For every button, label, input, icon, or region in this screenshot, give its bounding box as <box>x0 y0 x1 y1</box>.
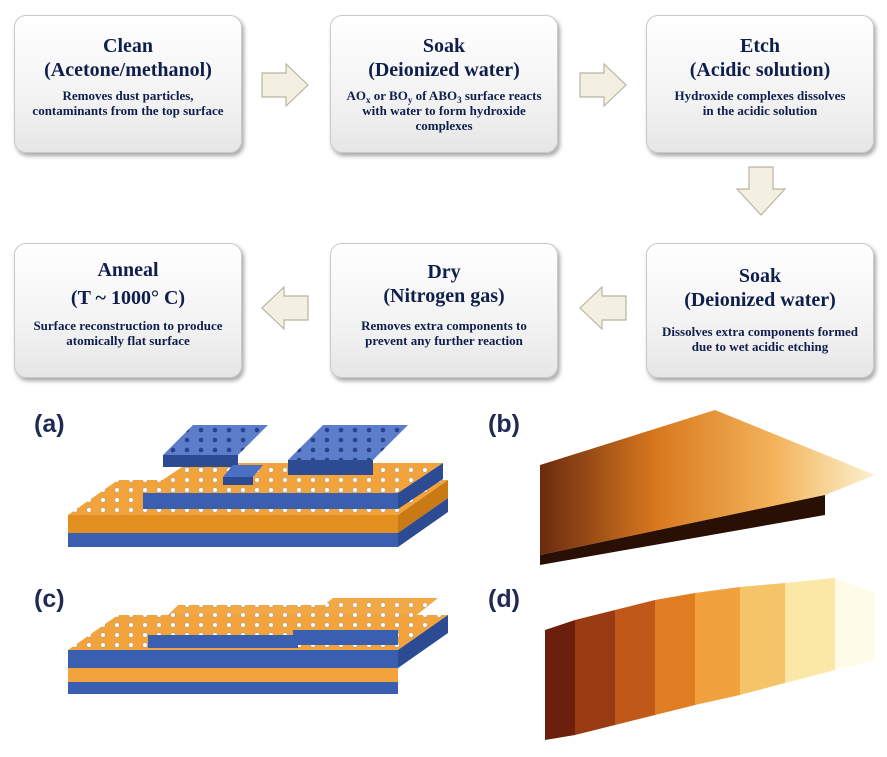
panel-label-b: (b) <box>488 410 520 438</box>
step-dry: Dry (Nitrogen gas) Removes extra compone… <box>330 243 558 378</box>
step-etch-title: Etch <box>740 35 780 57</box>
step-clean-subtitle: (Acetone/methanol) <box>44 59 212 81</box>
arrow-left-icon <box>261 285 309 331</box>
afm-surface-rough-b <box>540 410 875 565</box>
step-soak-2-desc: Dissolves extra components formed due to… <box>661 324 859 354</box>
step-soak-1: Soak (Deionized water) AOx or BOy of ABO… <box>330 15 558 153</box>
panel-label-a: (a) <box>34 410 65 438</box>
step-anneal: Anneal (T ~ 1000° C) Surface reconstruct… <box>14 243 242 378</box>
step-anneal-title: Anneal <box>97 259 159 281</box>
step-clean-title: Clean <box>103 35 153 57</box>
step-soak-2-title: Soak <box>738 265 782 287</box>
step-clean: Clean (Acetone/methanol) Removes dust pa… <box>14 15 242 153</box>
step-dry-subtitle: (Nitrogen gas) <box>383 285 505 307</box>
arrow-right-icon <box>579 62 627 108</box>
arrow-down-icon <box>735 166 787 216</box>
step-soak-1-subtitle: (Deionized water) <box>368 59 520 81</box>
panel-label-d: (d) <box>488 585 520 613</box>
lattice-illustration-c <box>68 598 448 694</box>
step-soak-1-title: Soak <box>422 35 466 57</box>
step-dry-title: Dry <box>427 261 461 283</box>
step-soak-2-subtitle: (Deionized water) <box>684 289 836 311</box>
step-soak-2: Soak (Deionized water) Dissolves extra c… <box>646 243 874 378</box>
panel-label-c: (c) <box>34 585 65 613</box>
step-anneal-subtitle: (T ~ 1000° C) <box>70 287 186 309</box>
step-dry-desc: Removes extra components to prevent any … <box>361 318 527 348</box>
step-etch: Etch (Acidic solution) Hydroxide complex… <box>646 15 874 153</box>
step-clean-desc: Removes dust particles, contaminants fro… <box>32 88 224 118</box>
arrow-left-icon <box>579 285 627 331</box>
step-anneal-desc: Surface reconstruction to produce atomic… <box>33 318 223 348</box>
lattice-illustration-a <box>68 425 448 547</box>
afm-surface-terraced-d <box>545 578 875 740</box>
step-etch-desc: Hydroxide complexes dissolves in the aci… <box>674 88 846 118</box>
step-etch-subtitle: (Acidic solution) <box>689 59 831 81</box>
arrow-right-icon <box>261 62 309 108</box>
step-soak-1-desc: AOx or BOy of ABO3 surface reacts with w… <box>346 88 542 133</box>
